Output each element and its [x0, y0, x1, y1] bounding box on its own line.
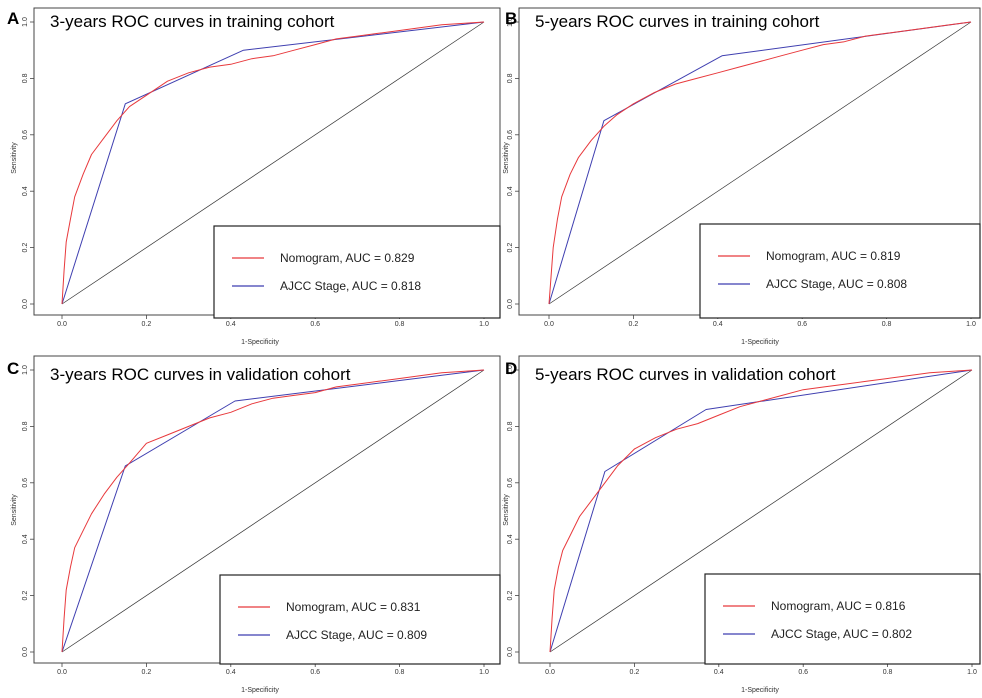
roc-panel-d: 0.0 0.2 0.4 0.6 0.8 1.0 0.0 0.2 0.4 0.6 0.8 1.0 1-Sp… [503, 355, 981, 694]
y-tick-label: 0.2 [507, 243, 514, 253]
y-axis-title: Sensitivity [11, 494, 18, 526]
legend-label-nomogram: Nomogram, AUC = 0.829 [280, 251, 415, 265]
panel-letter: B [505, 9, 517, 28]
nomogram-roc-line [549, 369, 973, 653]
y-tick-label: 1.0 [507, 365, 514, 375]
x-tick-label: 0.6 [310, 321, 320, 328]
x-tick-label: 0.2 [142, 321, 152, 328]
roc-panel-b: 0.0 0.2 0.4 0.6 0.8 1.0 0.0 0.2 0.4 0.6 0.8 1.0 1-Sp… [503, 7, 981, 346]
panel-letter: D [505, 359, 517, 378]
y-axis-title: Sensitivity [11, 142, 18, 174]
y-tick-label: 0.2 [22, 591, 29, 601]
y-tick-label: 0.8 [507, 421, 514, 431]
y-tick-label: 0.6 [22, 478, 29, 488]
reference-diagonal-line [549, 369, 973, 653]
x-tick-label: 0.6 [798, 669, 808, 676]
x-tick-label: 0.8 [395, 321, 405, 328]
x-tick-label: 0.4 [226, 321, 236, 328]
legend: Nomogram, AUC = 0.829 AJCC Stage, AUC = 0… [213, 225, 501, 319]
legend-label-nomogram: Nomogram, AUC = 0.816 [771, 599, 906, 613]
reference-diagonal-line [61, 369, 485, 653]
x-tick-label: 1.0 [966, 321, 976, 328]
nomogram-roc-line [61, 369, 485, 653]
legend-label-ajcc-stage: AJCC Stage, AUC = 0.818 [280, 279, 421, 293]
x-tick-label: 0.6 [797, 321, 807, 328]
y-tick-label: 0.6 [22, 130, 29, 140]
y-tick-label: 0.0 [22, 647, 29, 657]
x-tick-label: 0.2 [629, 321, 639, 328]
x-tick-label: 0.8 [882, 321, 892, 328]
x-axis-title: 1-Specificity [741, 687, 779, 694]
panel-title: 3-years ROC curves in validation cohort [50, 365, 351, 384]
x-tick-label: 0.0 [544, 321, 554, 328]
ajcc-stage-roc-line [549, 369, 973, 653]
panel-letter: C [7, 359, 19, 378]
panel-title: 5-years ROC curves in training cohort [535, 12, 820, 31]
legend-box [219, 574, 501, 665]
y-tick-label: 0.6 [507, 130, 514, 140]
x-tick-label: 0.0 [57, 321, 67, 328]
x-axis-title: 1-Specificity [741, 339, 779, 346]
nomogram-roc-line [61, 21, 485, 305]
x-tick-label: 0.2 [142, 669, 152, 676]
legend-label-ajcc-stage: AJCC Stage, AUC = 0.802 [771, 627, 912, 641]
y-tick-label: 0.0 [507, 299, 514, 309]
y-tick-label: 0.0 [22, 299, 29, 309]
x-tick-label: 0.4 [226, 669, 236, 676]
x-tick-label: 0.0 [57, 669, 67, 676]
y-tick-label: 0.8 [507, 73, 514, 83]
x-tick-label: 0.4 [714, 669, 724, 676]
y-tick-label: 0.2 [22, 243, 29, 253]
legend-label-ajcc-stage: AJCC Stage, AUC = 0.808 [766, 277, 907, 291]
y-tick-label: 0.4 [22, 186, 29, 196]
panel-title: 5-years ROC curves in validation cohort [535, 365, 836, 384]
nomogram-roc-line [548, 21, 972, 305]
x-tick-label: 0.8 [395, 669, 405, 676]
ajcc-stage-roc-line [548, 21, 972, 305]
x-tick-label: 0.6 [310, 669, 320, 676]
ajcc-stage-roc-line [61, 369, 485, 653]
y-tick-label: 1.0 [507, 17, 514, 27]
y-tick-label: 0.4 [507, 186, 514, 196]
x-tick-label: 1.0 [479, 321, 489, 328]
legend: Nomogram, AUC = 0.819 AJCC Stage, AUC = 0… [699, 223, 981, 319]
y-tick-label: 0.2 [507, 591, 514, 601]
y-tick-label: 1.0 [22, 365, 29, 375]
y-tick-label: 1.0 [22, 17, 29, 27]
y-axis-title: Sensitivity [503, 494, 510, 526]
roc-panel-a: 0.0 0.2 0.4 0.6 0.8 1.0 0.0 0.2 0.4 0.6 0.8 1.0 1-Sp… [7, 7, 501, 346]
reference-diagonal-line [61, 21, 485, 305]
y-axis-title: Sensitivity [503, 142, 510, 174]
x-axis-title: 1-Specificity [241, 687, 279, 694]
y-tick-label: 0.0 [507, 647, 514, 657]
roc-panel-c: 0.0 0.2 0.4 0.6 0.8 1.0 0.0 0.2 0.4 0.6 0.8 1.0 1-Sp… [7, 355, 501, 694]
y-tick-label: 0.8 [22, 421, 29, 431]
legend-label-nomogram: Nomogram, AUC = 0.819 [766, 249, 901, 263]
panel-title: 3-years ROC curves in training cohort [50, 12, 335, 31]
y-tick-label: 0.8 [22, 73, 29, 83]
x-tick-label: 0.4 [713, 321, 723, 328]
x-tick-label: 1.0 [967, 669, 977, 676]
y-tick-label: 0.4 [22, 534, 29, 544]
panel-letter: A [7, 9, 19, 28]
legend-box [699, 223, 981, 319]
legend: Nomogram, AUC = 0.816 AJCC Stage, AUC = 0… [704, 573, 981, 665]
y-tick-label: 0.4 [507, 534, 514, 544]
legend: Nomogram, AUC = 0.831 AJCC Stage, AUC = 0… [219, 574, 501, 665]
x-axis-title: 1-Specificity [241, 339, 279, 346]
reference-diagonal-line [548, 21, 972, 305]
y-tick-label: 0.6 [507, 478, 514, 488]
legend-box [213, 225, 501, 319]
ajcc-stage-roc-line [61, 21, 485, 305]
legend-label-ajcc-stage: AJCC Stage, AUC = 0.809 [286, 628, 427, 642]
x-tick-label: 0.2 [630, 669, 640, 676]
legend-box [704, 573, 981, 665]
x-tick-label: 1.0 [479, 669, 489, 676]
legend-label-nomogram: Nomogram, AUC = 0.831 [286, 600, 421, 614]
x-tick-label: 0.8 [883, 669, 893, 676]
x-tick-label: 0.0 [545, 669, 555, 676]
